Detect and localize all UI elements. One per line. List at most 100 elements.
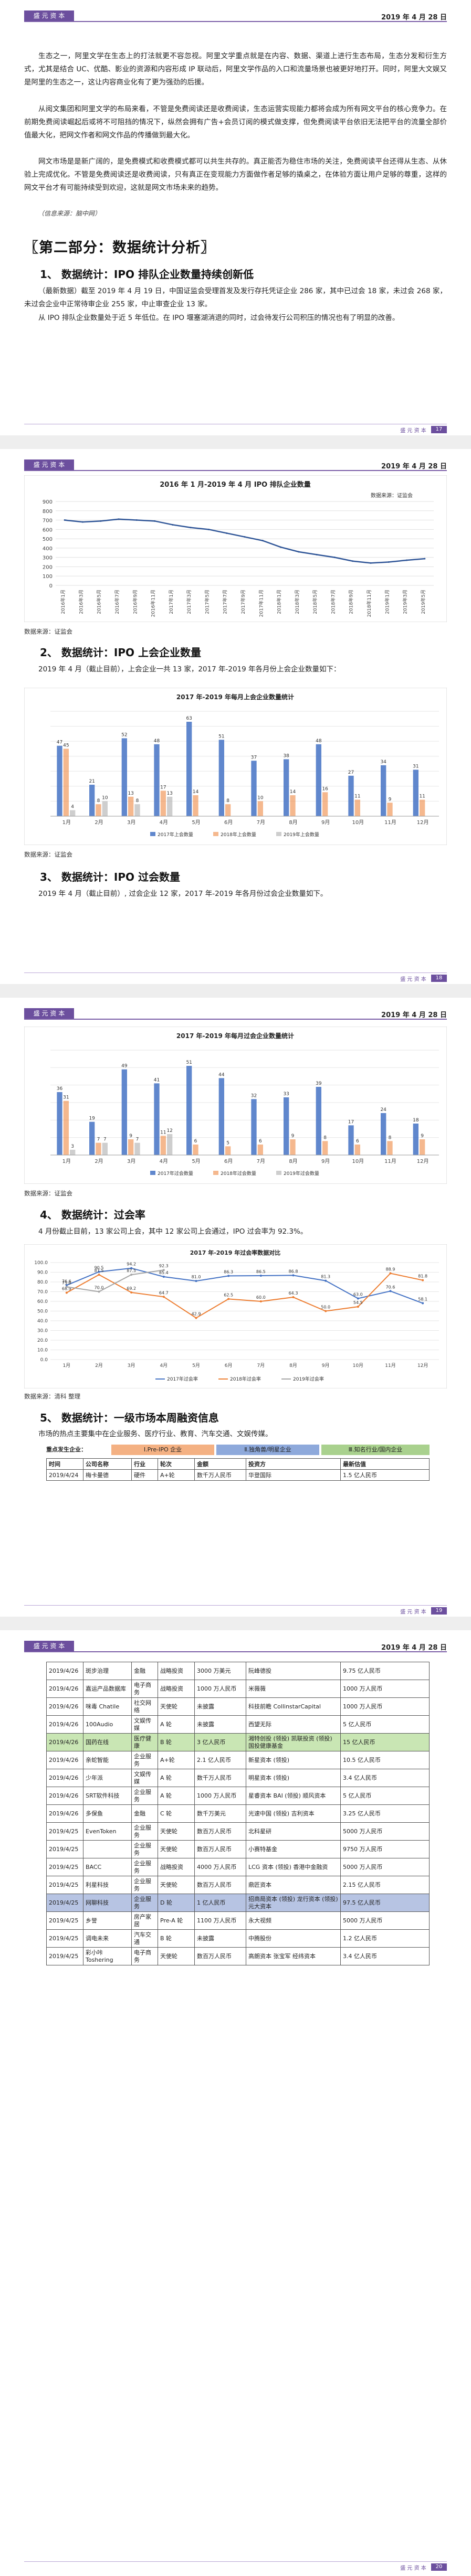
bar (387, 1141, 393, 1155)
data-point (154, 520, 156, 522)
bar (128, 796, 134, 816)
data-point (227, 1298, 230, 1300)
data-point (325, 1279, 327, 1282)
data-label: 70.6 (386, 1285, 395, 1289)
x-tick-label: 4月 (160, 1363, 168, 1369)
data-label: 14 (193, 789, 199, 795)
legend-label: 2017年过会数量 (158, 1170, 193, 1177)
cell: 2019/4/26 (46, 1697, 83, 1716)
chart-frame (24, 1244, 447, 1388)
cell: 未披露 (194, 1697, 246, 1716)
data-label: 6 (356, 1139, 359, 1144)
page-footer: 盛 元 资 本 18 (24, 972, 447, 983)
x-tick-label: 7月 (257, 1363, 265, 1369)
cell: 2019/4/25 (46, 1840, 83, 1858)
table-row: 2019/4/25 EvenToken 企业服务 天使轮 数百万人民币 北科星研 5000 … (46, 1822, 430, 1841)
table-row: 2019/4/25 乡誉 房产家居 Pre-A 轮 1100 万人民币 永大视频 5000 … (46, 1911, 430, 1930)
cell: 小赛特基金 (246, 1840, 341, 1858)
y-tick-label: 90.0 (37, 1270, 48, 1276)
y-tick-label: 30.0 (37, 1329, 48, 1334)
data-label: 51 (186, 1060, 192, 1065)
series-line (66, 1273, 423, 1319)
data-point (195, 1280, 197, 1282)
data-label: 87.5 (127, 1268, 136, 1273)
x-tick-label: 2018年3月 (294, 590, 300, 614)
cell: 梅卡曼德 (83, 1469, 132, 1481)
data-label: 62.5 (224, 1292, 233, 1297)
data-label: 7 (136, 1137, 139, 1142)
series-line (66, 1269, 164, 1292)
bar (128, 1139, 134, 1155)
source-note: 数据来源：证监会 (24, 628, 72, 635)
data-label: 69.2 (127, 1286, 136, 1291)
legend-label: 2019年上会数量 (284, 831, 319, 838)
x-tick-label: 3月 (127, 1158, 135, 1164)
data-label: 34 (380, 760, 386, 765)
y-tick-label: 50.0 (37, 1309, 48, 1314)
bar (154, 744, 160, 816)
data-label: 50.0 (321, 1305, 330, 1310)
bar (387, 803, 393, 816)
page-20: 盛 元 资 本 2019 年 4 月 28 日 2019/4/26 斑步治理 金融战… (0, 1630, 471, 2576)
chart-frame (24, 688, 447, 845)
cell: 1000 万人民币 (194, 1680, 246, 1698)
bar (290, 1139, 296, 1155)
cell: B 轮 (158, 1929, 195, 1948)
cell: 阮峰德投 (246, 1662, 341, 1680)
bar (322, 792, 328, 816)
y-tick-label: 900 (43, 499, 53, 505)
data-label: 64.7 (159, 1290, 169, 1295)
data-label: 13 (166, 791, 172, 796)
source-note: （信息来源：脑中网） (38, 210, 101, 217)
x-tick-label: 6月 (224, 819, 233, 826)
data-label: 42.9 (192, 1312, 201, 1317)
y-tick-label: 400 (43, 546, 53, 552)
cell: 1 亿人民币 (194, 1894, 246, 1912)
x-tick-label: 2017年7月 (222, 590, 228, 614)
cell: 企业服务 (131, 1822, 158, 1841)
x-tick-label: 2019年3月 (402, 590, 409, 614)
cell: 2019/4/26 (46, 1769, 83, 1787)
legend-swatch (213, 832, 218, 836)
header-date: 2019 年 4 月 28 日 (381, 14, 447, 22)
cell: 数百万人民币 (194, 1822, 246, 1841)
y-tick-label: 70.0 (37, 1290, 48, 1295)
bar (225, 1146, 231, 1155)
cell: 2019/4/26 (46, 1733, 83, 1751)
y-tick-label: 40.0 (37, 1319, 48, 1324)
data-point (98, 1270, 100, 1273)
data-point (135, 519, 138, 521)
x-tick-label: 9月 (321, 819, 330, 826)
cell: B 轮 (158, 1733, 195, 1751)
bar (121, 1069, 127, 1155)
cell: 1100 万人民币 (194, 1911, 246, 1930)
data-label: 7 (103, 1137, 107, 1142)
y-tick-label: 600 (43, 527, 53, 533)
cell: 5000 万人民币 (340, 1911, 430, 1930)
data-label: 87.5 (95, 1268, 104, 1273)
data-label: 58.1 (418, 1297, 427, 1302)
data-label: 41 (154, 1077, 160, 1083)
data-label: 44 (218, 1072, 225, 1077)
cell: 中腾股份 (246, 1929, 341, 1948)
data-label: 8 (226, 798, 229, 804)
section-title: 3、 数据统计：IPO 过会数量 (40, 871, 180, 883)
cell: 北科星研 (246, 1822, 341, 1841)
data-point (100, 520, 102, 522)
cell: 新星资本 (领投) (246, 1751, 341, 1769)
x-tick-label: 2016年11月 (150, 590, 156, 617)
data-label: 36 (57, 1086, 63, 1092)
table-header-row: 时间 公司名称 行业 轮次 金额 投资方 最新估值 (46, 1458, 430, 1470)
x-tick-label: 3月 (128, 1363, 135, 1369)
data-label: 81.0 (192, 1275, 201, 1279)
page-header: 盛 元 资 本 2019 年 4 月 28 日 (24, 10, 447, 22)
legend-label: 2018年过会数量 (221, 1170, 256, 1177)
data-label: 48 (154, 739, 160, 744)
data-point (370, 562, 372, 564)
cell: 彩小咔 Toshering (83, 1947, 132, 1965)
cell: 97.5 亿人民币 (340, 1894, 430, 1912)
header-logo: 盛 元 资 本 (24, 1008, 74, 1019)
x-tick-label: 5月 (192, 1363, 200, 1369)
data-point (352, 560, 354, 562)
cell: 咪毒 Chatile (83, 1697, 132, 1716)
